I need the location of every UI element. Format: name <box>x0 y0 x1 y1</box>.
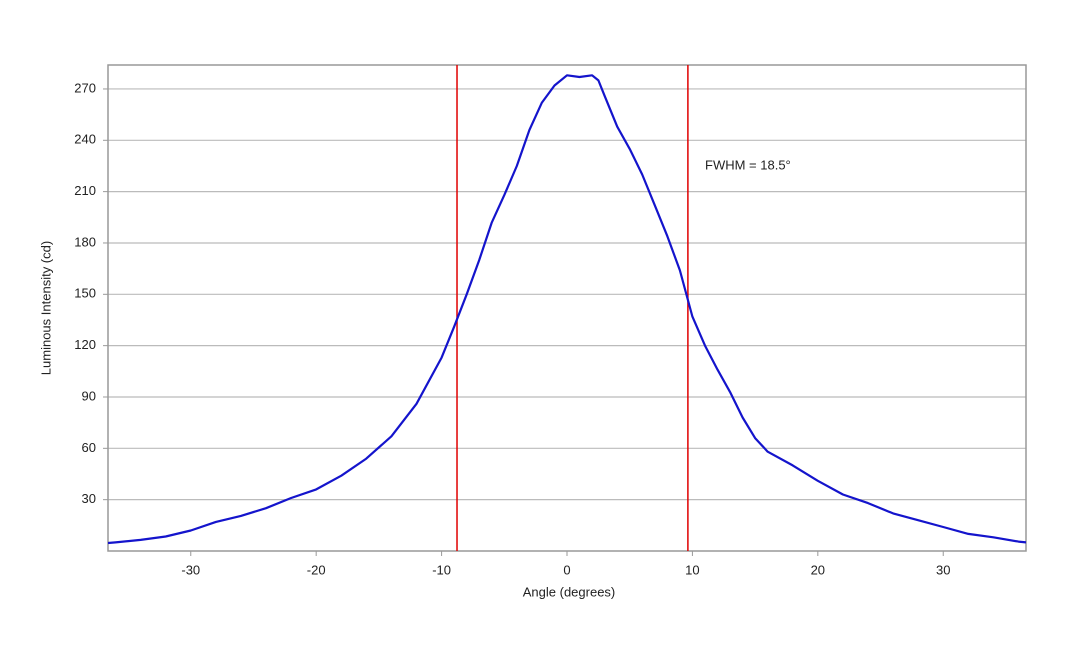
x-tick-label: -20 <box>307 562 326 577</box>
y-axis-label: Luminous Intensity (cd) <box>38 241 53 375</box>
x-tick-label: 10 <box>685 562 699 577</box>
x-tick-label: 0 <box>563 562 570 577</box>
annotation: FWHM = 18.5° <box>705 157 791 172</box>
y-tick-label: 120 <box>74 337 96 352</box>
plot-frame <box>107 64 1027 552</box>
y-tick-label: 90 <box>82 388 96 403</box>
x-tick-label: 20 <box>811 562 825 577</box>
x-axis-label: Angle (degrees) <box>523 584 616 599</box>
y-tick-label: 60 <box>82 440 96 455</box>
y-tick-label: 30 <box>82 491 96 506</box>
y-tick-label: 240 <box>74 132 96 147</box>
y-tick-label: 270 <box>74 80 96 95</box>
y-tick-label: 210 <box>74 183 96 198</box>
y-tick-label: 150 <box>74 286 96 301</box>
y-tick-label: 180 <box>74 234 96 249</box>
series-line <box>107 74 1027 545</box>
x-tick-label: -30 <box>181 562 200 577</box>
x-tick-label: 30 <box>936 562 950 577</box>
x-tick-label: -10 <box>432 562 451 577</box>
